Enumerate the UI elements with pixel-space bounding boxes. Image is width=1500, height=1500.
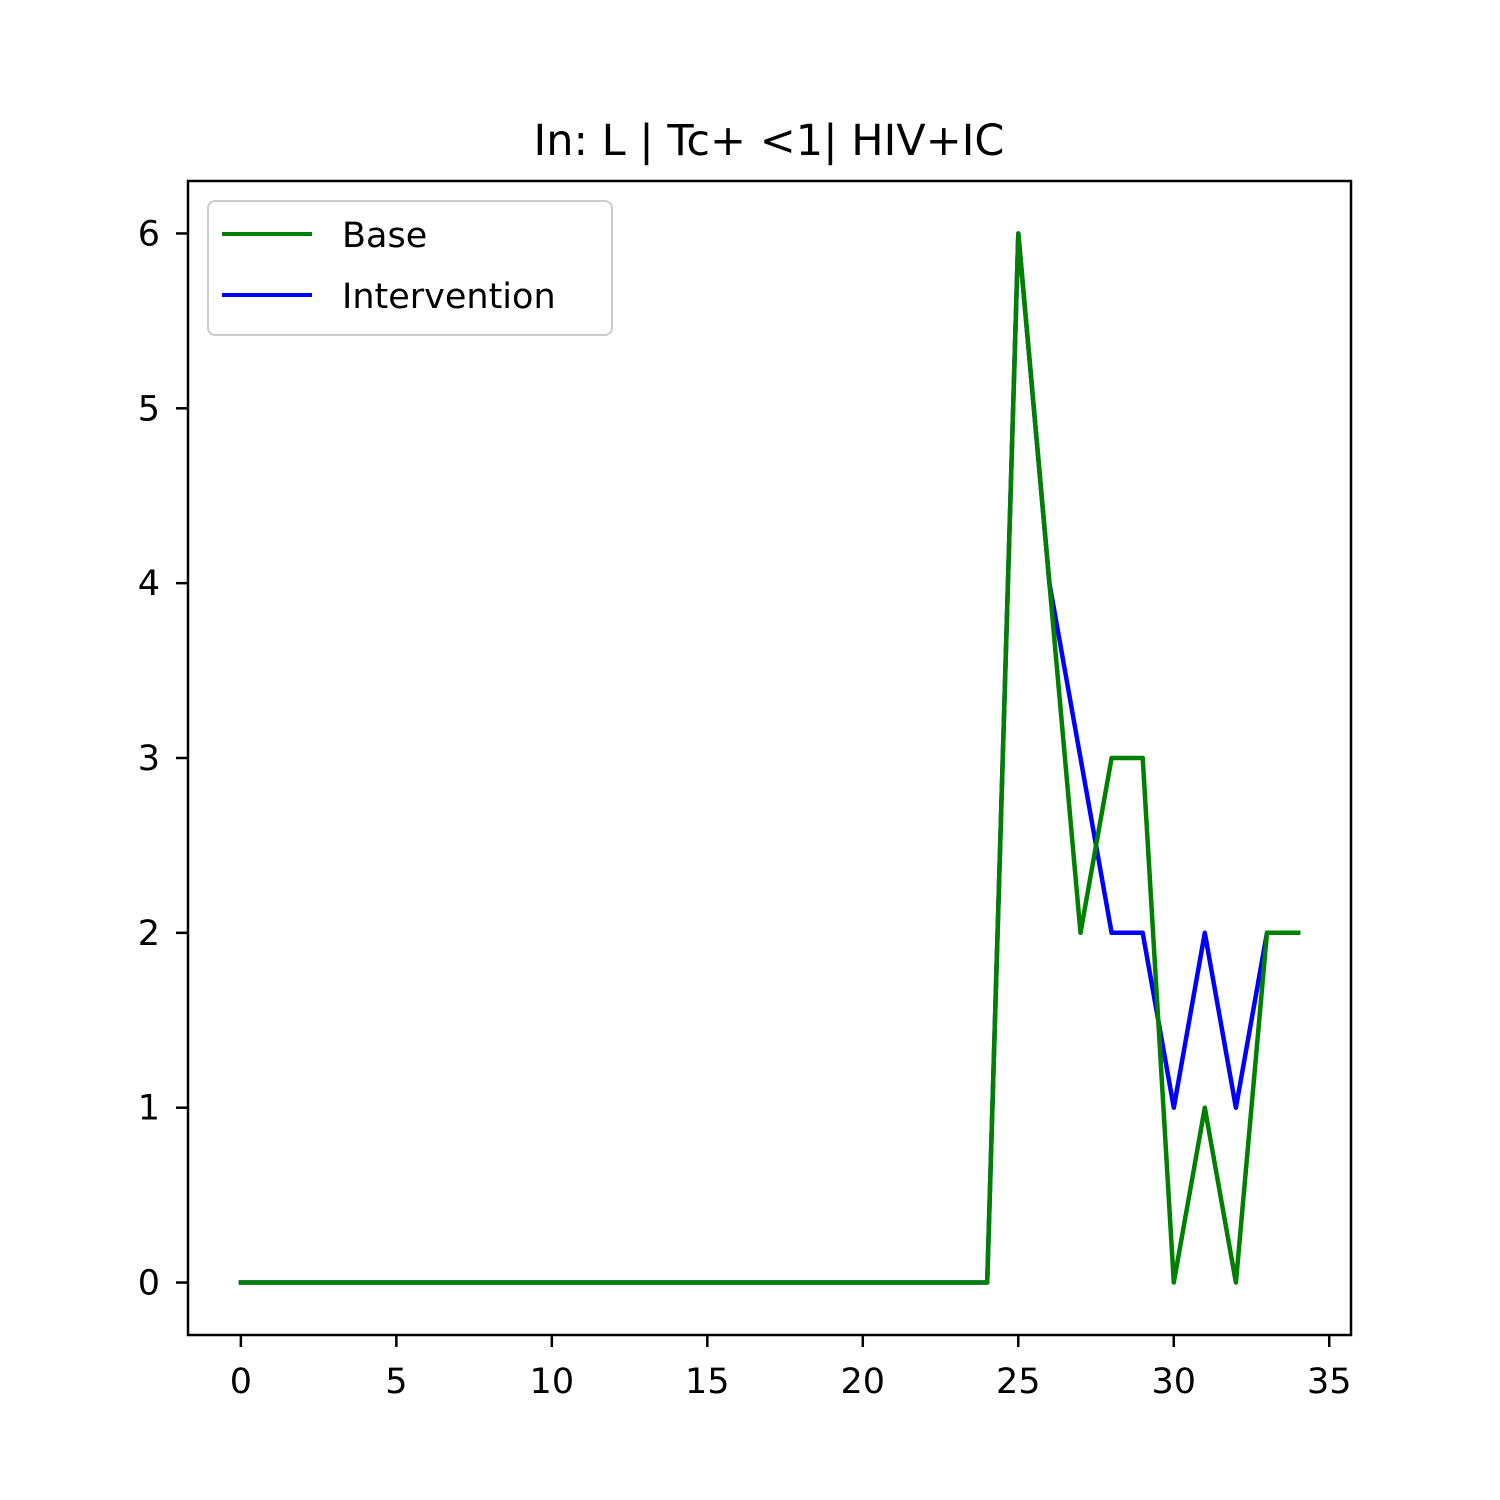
plot-frame bbox=[186, 179, 1353, 1337]
legend-label-intervention: Intervention bbox=[342, 277, 556, 317]
x-axis-ticks: 0 5 10 15 20 25 30 35 bbox=[230, 1335, 1352, 1402]
x-tick-label: 30 bbox=[1151, 1362, 1196, 1402]
y-tick-label: 1 bbox=[138, 1089, 160, 1129]
legend: Base Intervention bbox=[207, 200, 613, 336]
series-line-base bbox=[238, 231, 1301, 1285]
y-tick-label: 5 bbox=[138, 389, 160, 429]
x-tick-label: 10 bbox=[530, 1362, 575, 1402]
plot-area bbox=[188, 181, 1351, 1335]
series-lines bbox=[238, 231, 1301, 1285]
chart-title: In: L | Tc+ <1| HIV+IC bbox=[534, 116, 1005, 166]
y-tick-label: 4 bbox=[138, 564, 160, 604]
x-tick-label: 20 bbox=[841, 1362, 886, 1402]
legend-label-base: Base bbox=[342, 216, 427, 256]
y-tick-label: 0 bbox=[138, 1264, 160, 1304]
x-tick-label: 35 bbox=[1307, 1362, 1352, 1402]
y-tick-label: 6 bbox=[138, 214, 160, 254]
x-tick-label: 0 bbox=[230, 1362, 252, 1402]
x-tick-label: 25 bbox=[996, 1362, 1041, 1402]
y-tick-label: 2 bbox=[138, 914, 160, 954]
y-axis-ticks: 0 1 2 3 4 5 6 bbox=[138, 214, 188, 1304]
x-tick-label: 15 bbox=[685, 1362, 730, 1402]
y-tick-label: 3 bbox=[138, 739, 160, 779]
x-tick-label: 5 bbox=[385, 1362, 407, 1402]
